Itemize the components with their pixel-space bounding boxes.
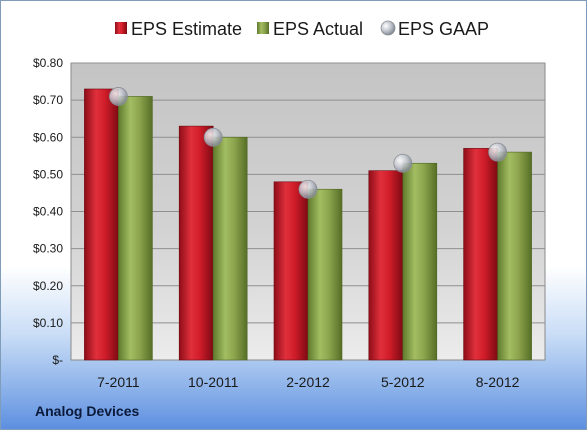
- bars: [84, 88, 532, 361]
- eps-actual-bar: [118, 96, 153, 361]
- eps-estimate-bar: [463, 148, 498, 361]
- y-tick-label: $0.30: [33, 242, 63, 256]
- x-tick-label: 5-2012: [381, 374, 425, 390]
- legend-label: EPS Actual: [273, 19, 363, 39]
- legend-eps-actual: EPS Actual: [257, 19, 363, 39]
- eps-actual-bar: [307, 188, 343, 361]
- x-tick-label: 8-2012: [476, 374, 520, 390]
- eps-actual-bar: [402, 162, 438, 361]
- y-axis-ticks: $- $0.10 $0.20 $0.30 $0.40 $0.50 $0.60 $0.70 $0.…: [33, 56, 63, 367]
- legend-swatch: [257, 22, 269, 34]
- eps-gaap-marker: [203, 127, 223, 147]
- eps-estimate-bar: [368, 170, 404, 361]
- y-tick-label: $-: [52, 353, 63, 367]
- y-tick-label: $0.20: [33, 279, 63, 293]
- eps-gaap-marker: [298, 179, 318, 199]
- eps-gaap-marker: [393, 153, 413, 173]
- eps-estimate-bar: [178, 125, 214, 361]
- y-tick-label: $0.70: [33, 93, 63, 107]
- x-tick-label: 2-2012: [286, 374, 330, 390]
- legend: EPS Estimate EPS Actual EPS GAAP: [115, 19, 489, 39]
- y-tick-label: $0.60: [33, 130, 63, 144]
- y-tick-label: $0.10: [33, 316, 63, 330]
- y-tick-label: $0.80: [33, 56, 63, 70]
- legend-label: EPS Estimate: [131, 19, 242, 39]
- eps-actual-bar: [212, 136, 248, 361]
- eps-actual-bar: [497, 151, 532, 361]
- y-tick-label: $0.50: [33, 167, 63, 181]
- eps-estimate-bar: [84, 88, 119, 361]
- legend-swatch: [115, 22, 127, 34]
- eps-gaap-marker: [109, 87, 128, 106]
- legend-eps-gaap: EPS GAAP: [380, 19, 489, 39]
- y-tick-label: $0.40: [33, 205, 63, 219]
- legend-label: EPS GAAP: [398, 19, 489, 39]
- eps-gaap-marker: [488, 142, 508, 162]
- x-tick-label: 7-2011: [97, 374, 140, 390]
- legend-eps-estimate: EPS Estimate: [115, 19, 242, 39]
- gaap-markers: [109, 87, 508, 199]
- x-axis-ticks: 7-2011 10-2011 2-2012 5-2012 8-2012: [97, 374, 519, 390]
- x-tick-label: 10-2011: [188, 374, 239, 390]
- eps-estimate-bar: [273, 181, 309, 361]
- company-name: Analog Devices: [35, 403, 140, 419]
- legend-swatch: [380, 20, 396, 36]
